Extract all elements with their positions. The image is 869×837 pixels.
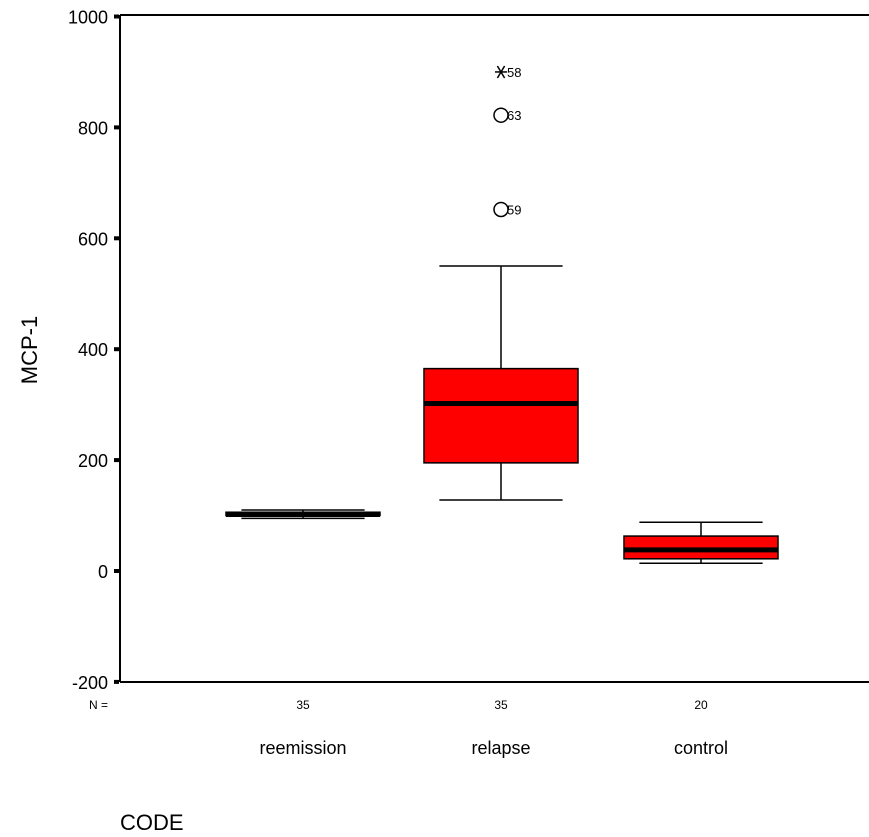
y-tick-mark [114,458,119,463]
boxes-layer: 35 reemission 58 63 59 35 relapse 20 control [225,65,779,758]
outlier-label: 58 [507,65,521,80]
outlier-star-marker [496,65,506,79]
outlier-circle-marker [493,201,509,218]
box-group-relapse: 58 63 59 35 relapse [423,65,579,758]
box-group-reemission: 35 reemission [225,509,381,758]
y-tick-label: 400 [78,340,108,360]
y-axis-ticks: -200 0 200 400 600 800 1000 [68,8,119,693]
n-value: 35 [296,698,310,712]
x-category-label: relapse [471,738,530,758]
outlier-label: 59 [507,202,521,217]
x-category-label: control [674,738,728,758]
box-group-control: 20 control [623,521,779,758]
x-axis-title: CODE [120,810,184,835]
iqr-box [423,367,579,464]
y-tick-label: 600 [78,229,108,249]
y-tick-mark [114,347,119,352]
x-category-label: reemission [259,738,346,758]
y-tick-mark [114,125,119,130]
y-tick-mark [114,14,119,19]
y-tick-label: -200 [72,673,108,693]
outlier-label: 63 [507,108,521,123]
y-tick-mark [114,569,119,573]
y-axis-title: MCP-1 [17,316,42,384]
n-label: N = [89,698,108,712]
n-value: 35 [494,698,508,712]
y-tick-label: 200 [78,451,108,471]
y-tick-label: 0 [98,562,108,582]
y-tick-mark [114,679,119,684]
n-value: 20 [694,698,708,712]
outlier-circle-marker [493,107,509,123]
y-tick-label: 800 [78,118,108,138]
y-tick-mark [114,236,119,241]
y-tick-label: 1000 [68,8,108,28]
